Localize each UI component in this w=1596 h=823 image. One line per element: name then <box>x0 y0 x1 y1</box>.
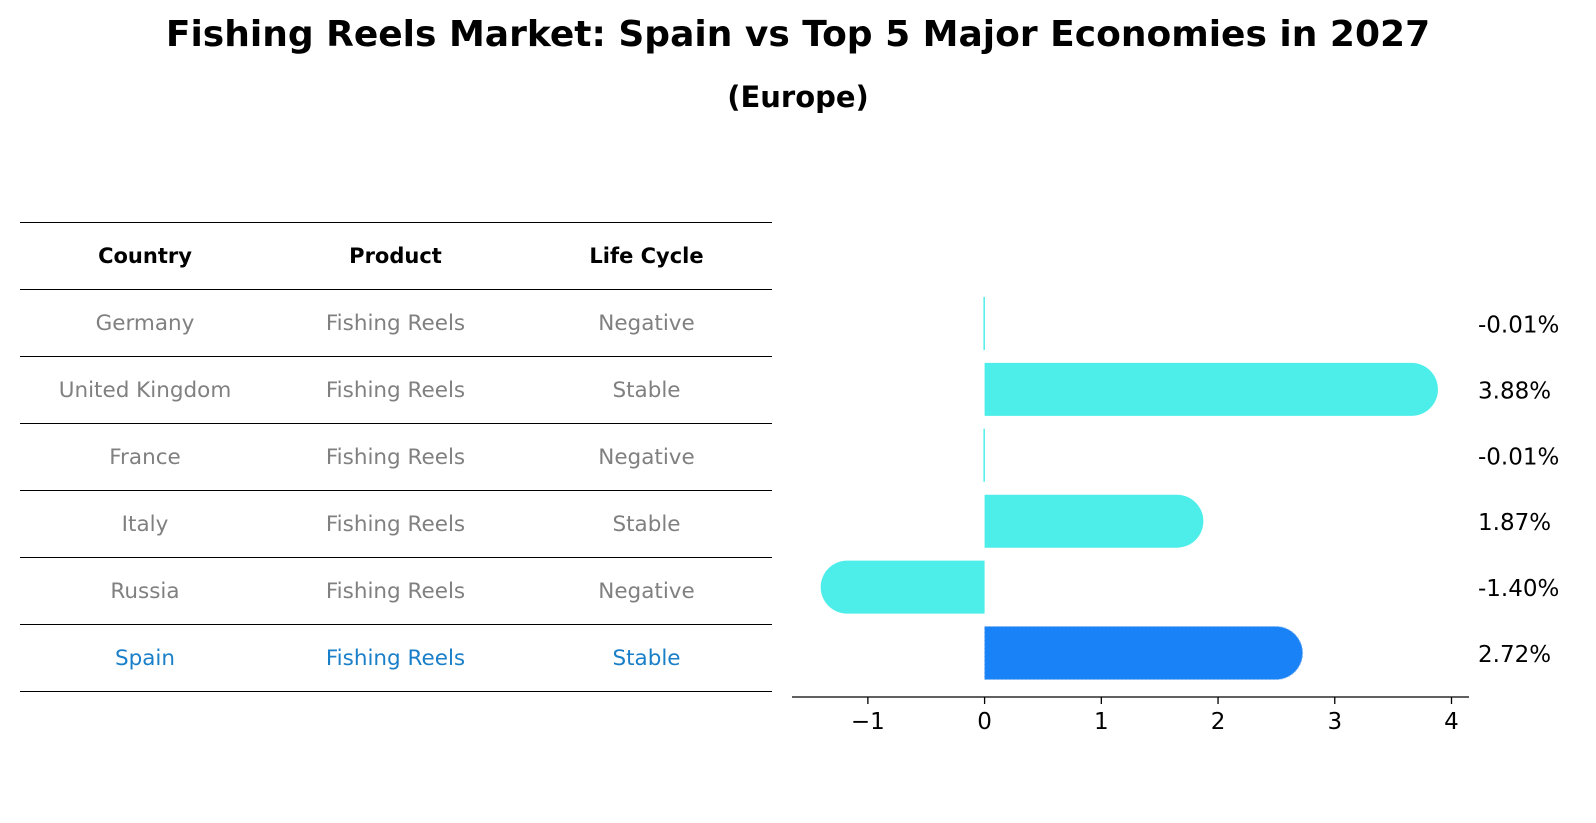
cell-life-cycle: Negative <box>521 423 772 491</box>
cell-country: Germany <box>20 289 270 357</box>
column-header-product: Product <box>270 222 521 290</box>
cell-life-cycle: Negative <box>521 289 772 357</box>
chart-title: Fishing Reels Market: Spain vs Top 5 Maj… <box>165 14 1431 55</box>
cell-product: Fishing Reels <box>270 356 521 424</box>
cell-product: Fishing Reels <box>270 423 521 491</box>
cell-product: Fishing Reels <box>270 624 521 692</box>
cell-life-cycle: Negative <box>521 557 772 625</box>
bar-united-kingdom <box>984 362 1438 416</box>
column-header-country: Country <box>20 222 270 290</box>
bar-germany <box>983 297 985 350</box>
cell-country: Italy <box>20 490 270 558</box>
x-tick-label: 3 <box>1327 709 1342 735</box>
table-row: Russia Fishing Reels Negative <box>20 557 772 625</box>
bar-value-label: 1.87% <box>1478 510 1551 536</box>
bar-france <box>983 428 985 482</box>
cell-country: Spain <box>20 624 270 692</box>
table-row: Germany Fishing Reels Negative <box>20 289 772 357</box>
table-row: Italy Fishing Reels Stable <box>20 490 772 558</box>
cell-product: Fishing Reels <box>270 289 521 357</box>
table-row: France Fishing Reels Negative <box>20 423 772 491</box>
bar-spain <box>984 626 1304 680</box>
cell-life-cycle: Stable <box>521 624 772 692</box>
bar-russia <box>820 560 985 614</box>
x-tick-label: 2 <box>1211 709 1226 735</box>
bar-value-label: -0.01% <box>1478 313 1559 339</box>
cell-life-cycle: Stable <box>521 356 772 424</box>
table-row-highlighted: Spain Fishing Reels Stable <box>20 624 772 692</box>
bar-value-label: -1.40% <box>1478 576 1559 602</box>
cell-country: United Kingdom <box>20 356 270 424</box>
x-tick-label: −1 <box>851 709 885 735</box>
column-header-life-cycle: Life Cycle <box>521 222 772 290</box>
x-tick-label: 4 <box>1444 709 1459 735</box>
x-tick-label: 0 <box>977 709 992 735</box>
bar-value-label: -0.01% <box>1478 444 1559 470</box>
cell-product: Fishing Reels <box>270 557 521 625</box>
bar-value-label: 3.88% <box>1478 378 1551 404</box>
cell-life-cycle: Stable <box>521 490 772 558</box>
x-tick-label: 1 <box>1094 709 1109 735</box>
cell-country: Russia <box>20 557 270 625</box>
bar-value-label: 2.72% <box>1478 642 1551 668</box>
table-header-row: Country Product Life Cycle <box>20 222 772 290</box>
comparison-table: Country Product Life Cycle Germany Fishi… <box>20 222 772 692</box>
chart-subtitle: (Europe) <box>727 80 869 114</box>
bar-italy <box>984 494 1204 548</box>
cell-product: Fishing Reels <box>270 490 521 558</box>
cell-country: France <box>20 423 270 491</box>
table-row: United Kingdom Fishing Reels Stable <box>20 356 772 424</box>
